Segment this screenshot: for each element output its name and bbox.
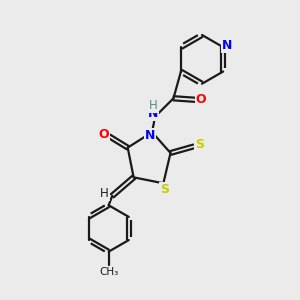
Text: CH₃: CH₃ — [99, 267, 118, 277]
Text: N: N — [145, 129, 155, 142]
Text: N: N — [222, 40, 232, 52]
Text: O: O — [98, 128, 109, 141]
Text: S: S — [195, 138, 204, 152]
Text: H: H — [100, 187, 109, 200]
Text: H: H — [149, 99, 158, 112]
Text: O: O — [196, 93, 206, 106]
Text: S: S — [160, 183, 169, 196]
Text: N: N — [148, 107, 158, 120]
